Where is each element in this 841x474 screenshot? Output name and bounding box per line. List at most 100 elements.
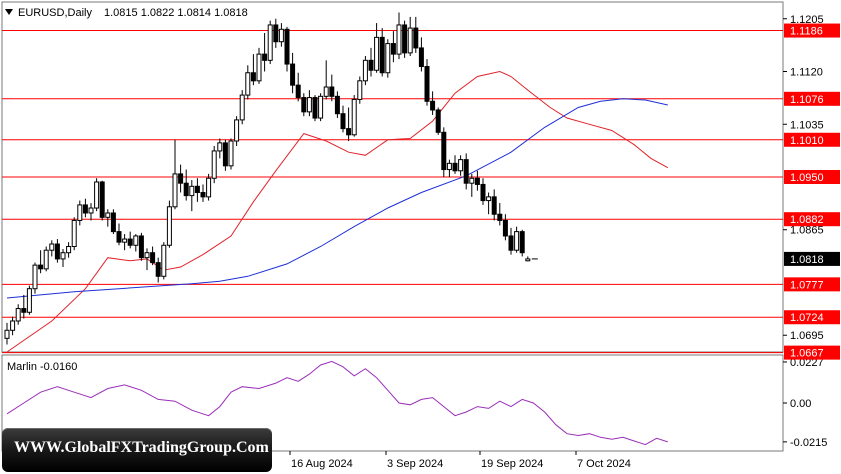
y-tick-label: 1.1120 [790, 67, 823, 79]
candle-bear [301, 97, 307, 113]
candle-bear [127, 238, 133, 246]
candle-bull [172, 173, 178, 208]
candle-bear [390, 43, 396, 55]
level-tag-label: 1.0950 [790, 172, 824, 184]
candle-bull [217, 142, 223, 152]
candle-bear [200, 192, 206, 198]
candle-bull [407, 27, 413, 54]
dropdown-triangle-icon[interactable] [5, 9, 13, 15]
candle-bear [497, 213, 503, 221]
candle-bull [77, 204, 83, 221]
current-price-tag [784, 251, 840, 266]
candle-bull [166, 206, 172, 246]
candle-bull [71, 219, 77, 248]
level-tag-label: 1.1076 [790, 94, 824, 106]
candle-bull [211, 150, 217, 179]
y-tick-label: 1.0865 [790, 225, 824, 237]
candle-bull [66, 246, 72, 254]
level-tag [784, 170, 840, 184]
candle-bull [239, 94, 245, 121]
candle-bull [385, 43, 391, 74]
level-tag [784, 91, 840, 106]
candle-bull [88, 207, 94, 214]
candle-bear [82, 204, 88, 214]
level-tag-label: 1.0667 [790, 348, 824, 360]
candle-bear [138, 235, 144, 259]
candle-bull [323, 86, 329, 97]
candle-bear [413, 27, 419, 49]
candle-bear [99, 181, 105, 218]
candle-bull [318, 95, 324, 119]
level-tag-label: 1.1186 [790, 26, 823, 38]
candle-bear [54, 243, 60, 260]
level-tag-label: 1.0777 [790, 279, 824, 291]
candle-bear [379, 36, 385, 74]
candle-bull [161, 244, 167, 277]
candle-bear [346, 128, 352, 136]
candle-bull [228, 140, 234, 167]
candle-bear [262, 53, 268, 61]
candle-bear [273, 24, 279, 43]
candle-bear [519, 231, 525, 254]
candle-bear [38, 264, 44, 270]
candle-bull [469, 177, 475, 184]
oscillator-group: 0.0227 0.00 -0.0215 [6, 357, 827, 449]
candle-bull [278, 28, 284, 43]
candle-bull [446, 162, 452, 171]
candle-bull [10, 320, 16, 331]
candle-bear [150, 252, 156, 264]
current-price-label: 1.0818 [790, 254, 824, 266]
candle-bear [250, 72, 256, 82]
candle-bull [144, 252, 150, 259]
x-tick-label: 7 Oct 2024 [577, 458, 631, 470]
candle-bull [525, 258, 531, 262]
level-tag-label: 1.0882 [790, 214, 824, 226]
level-tag [784, 212, 840, 227]
level-tag [784, 345, 840, 360]
ma-slow-line [6, 98, 668, 299]
candle-bear [402, 24, 408, 54]
candle-bear [116, 231, 122, 243]
time-axis: 16 Aug 2024 3 Sep 2024 19 Sep 2024 7 Oct 20… [289, 451, 631, 470]
candle-bear [474, 177, 480, 185]
watermark-banner: WWW.GlobalFXTradingGroup.Com [2, 428, 272, 472]
candle-bear [329, 86, 335, 97]
ma-slow-group [6, 98, 668, 299]
candle-bull [458, 159, 464, 172]
candle-bear [222, 142, 228, 167]
candle-bull [105, 212, 111, 218]
osc-tick-label: 0.0227 [790, 357, 824, 369]
candle-bull [374, 36, 380, 71]
candle-bear [480, 183, 486, 202]
candle-bear [183, 182, 189, 197]
candle-bear [21, 308, 27, 313]
level-tag [784, 310, 840, 325]
candle-bear [368, 59, 374, 71]
candle-bear [194, 185, 200, 194]
candle-bull [189, 185, 195, 197]
ohlc-values: 1.0815 1.0822 1.0814 1.0818 [104, 7, 248, 19]
osc-tick-label: -0.0215 [790, 437, 827, 449]
candle-bull [206, 177, 212, 198]
candle-bear [110, 212, 116, 233]
candle-bear [295, 84, 301, 99]
candle-bear [424, 66, 430, 102]
candle-bear [290, 63, 296, 86]
watermark-text: WWW.GlobalFXTradingGroup.Com [14, 439, 269, 456]
candle-bull [26, 288, 32, 313]
candle-bull [60, 252, 66, 260]
level-tag [784, 277, 840, 292]
candle-bull [4, 329, 10, 339]
candle-bear [155, 262, 161, 277]
candle-bull [362, 59, 368, 82]
candle-bull [306, 97, 312, 113]
candle-bear [435, 109, 441, 133]
candle-bull [267, 24, 273, 61]
candle-bear [312, 97, 318, 119]
candle-bear [452, 162, 458, 172]
candle-bear [441, 131, 447, 171]
candle-bull [245, 72, 251, 96]
candle-bull [256, 53, 262, 82]
price-axis: 1.1205 1.1120 1.1035 1.0865 1.0695 1.1186 1.10… [531, 14, 840, 360]
